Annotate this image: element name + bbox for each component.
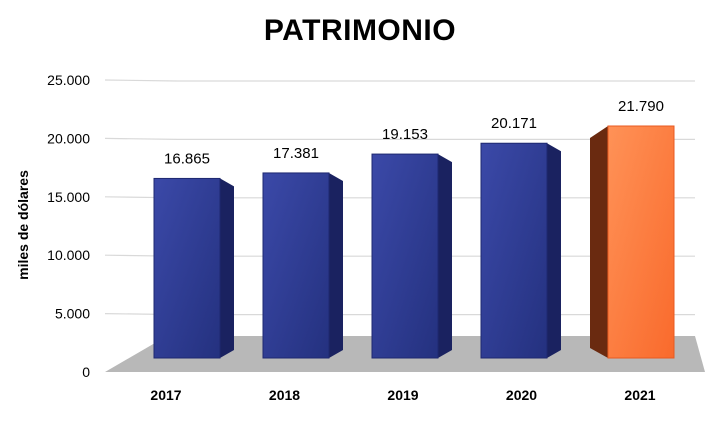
y-tick-label: 10.000 — [47, 247, 90, 263]
bar-side — [547, 143, 561, 358]
bar-side — [329, 172, 343, 358]
data-label: 16.865 — [164, 150, 210, 167]
data-label: 20.171 — [491, 115, 537, 132]
x-tick-label: 2021 — [624, 387, 655, 403]
data-label: 21.790 — [618, 98, 664, 115]
bar — [262, 172, 330, 359]
x-tick-label: 2017 — [150, 387, 181, 403]
gridline — [104, 137, 695, 140]
y-axis-ticks: 0 5.000 10.000 15.000 20.000 25.000 — [47, 72, 90, 380]
y-tick-label: 15.000 — [47, 189, 90, 205]
bar-side — [438, 154, 452, 358]
y-tick-label: 25.000 — [47, 72, 90, 88]
y-tick-label: 5.000 — [55, 306, 90, 322]
x-tick-label: 2020 — [506, 387, 537, 403]
bar-side — [590, 126, 608, 358]
bar — [607, 125, 675, 359]
data-labels: 16.865 17.381 19.153 20.171 21.790 — [164, 98, 664, 167]
y-tick-label: 0 — [82, 364, 90, 380]
data-label: 19.153 — [382, 126, 428, 143]
bar — [153, 177, 221, 359]
bar — [371, 153, 439, 359]
gridline — [104, 79, 695, 82]
data-label: 17.381 — [273, 145, 319, 162]
y-axis-title: miles de dólares — [15, 170, 31, 280]
bar-side — [220, 178, 234, 358]
x-tick-label: 2018 — [269, 387, 300, 403]
bars — [153, 125, 675, 359]
x-tick-label: 2019 — [387, 387, 418, 403]
bar — [480, 142, 548, 359]
x-axis-labels: 2017 2018 2019 2020 2021 — [150, 387, 655, 403]
y-tick-label: 20.000 — [47, 130, 90, 146]
chart-title: PATRIMONIO — [263, 14, 457, 47]
